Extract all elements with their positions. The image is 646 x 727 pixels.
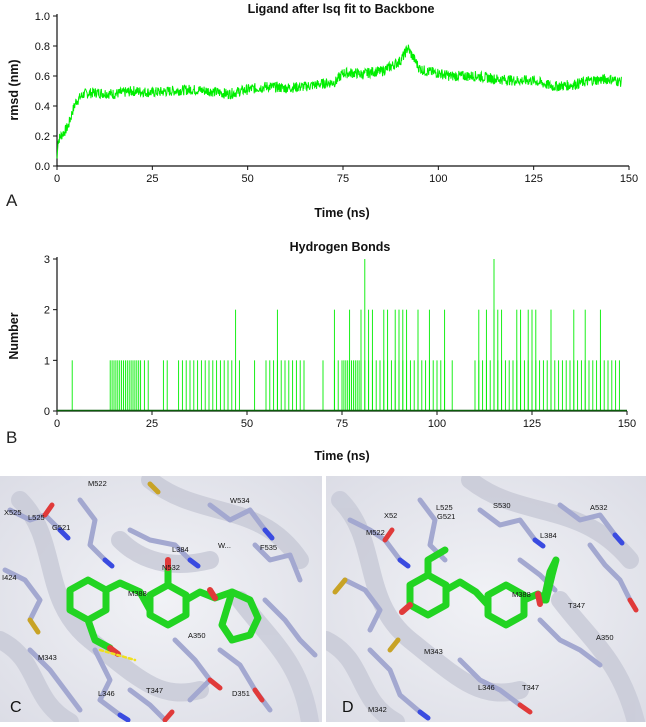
residue-label: G521 [437, 512, 455, 521]
rmsd-y-tick-label: 0.2 [35, 131, 50, 143]
residue-label: L525 [28, 513, 45, 522]
rmsd-x-tick-label: 25 [146, 173, 158, 185]
residue-label: M388 [128, 589, 147, 598]
rmsd-chart-title: Ligand after lsq fit to Backbone [248, 2, 435, 16]
residue-label: A532 [590, 503, 608, 512]
residue-label: D351 [232, 689, 250, 698]
rmsd-x-tick-label: 50 [242, 173, 254, 185]
hbond-x-label: Time (ns) [314, 449, 369, 463]
hbond-x-tick-label: 50 [241, 418, 253, 430]
rmsd-x-tick-label: 0 [54, 173, 60, 185]
residue-label: L384 [540, 531, 557, 540]
residue-label: L346 [98, 689, 115, 698]
rmsd-chart: Ligand after lsq fit to Backbone rmsd (n… [6, 2, 638, 220]
residue-label: M522 [88, 479, 107, 488]
residue-label: G521 [52, 523, 70, 532]
residue-label: S530 [493, 501, 511, 510]
residue-label: A350 [188, 631, 206, 640]
hbond-x-tick-label: 100 [428, 418, 446, 430]
residue-label: T347 [146, 686, 163, 695]
residue-label: W534 [230, 496, 250, 505]
rmsd-y-tick-label: 1.0 [35, 11, 50, 23]
panel-label-b: B [6, 428, 17, 447]
ribbon-c [0, 476, 319, 722]
rmsd-y-tick-label: 0.0 [35, 161, 50, 173]
rmsd-x-tick-label: 100 [429, 173, 447, 185]
residue-label: M343 [424, 647, 443, 656]
panel-label-d: D [342, 699, 354, 716]
rmsd-x-tick-label: 75 [337, 173, 349, 185]
hbond-x-tick-label: 0 [54, 418, 60, 430]
rmsd-series-line [56, 44, 622, 159]
hbond-x-tick-label: 125 [523, 418, 541, 430]
ligand-c [66, 564, 262, 652]
rmsd-x-tick-label: 125 [524, 173, 542, 185]
rmsd-y-tick-label: 0.6 [35, 71, 50, 83]
hbond-y-tick-label: 2 [44, 305, 50, 317]
residue-labels-c: M522 X525 L525 G521 W534 N532 L384 M388 W... F535… [2, 479, 277, 698]
residue-sticks-c [2, 481, 318, 722]
hbond-x-tick-label: 25 [146, 418, 158, 430]
panel-label-c: C [10, 699, 22, 716]
rmsd-y-label: rmsd (nm) [7, 59, 21, 120]
residue-label: I424 [2, 573, 17, 582]
hbond-chart: Hydrogen Bonds Number Time (ns) B 0 25 50 7… [6, 240, 636, 463]
hbond-x-tick-label: 75 [336, 418, 348, 430]
residue-label: X52 [384, 511, 397, 520]
rmsd-y-tick-label: 0.8 [35, 41, 50, 53]
rmsd-x-tick-label: 150 [620, 173, 638, 185]
residue-label: M342 [368, 705, 387, 714]
hbond-y-tick-label: 1 [44, 355, 50, 367]
hbond-chart-title: Hydrogen Bonds [290, 240, 391, 254]
residue-label: L384 [172, 545, 189, 554]
hbond-y-tick-label: 3 [44, 254, 50, 266]
hbond-y-label: Number [7, 312, 21, 359]
residue-label: X525 [4, 508, 22, 517]
panel-label-a: A [6, 191, 18, 210]
residue-label: W... [218, 541, 231, 550]
rmsd-y-tick-label: 0.4 [35, 101, 50, 113]
residue-label: T347 [568, 601, 585, 610]
residue-label: A350 [596, 633, 614, 642]
ribbon-d [326, 476, 645, 722]
residue-label: N532 [162, 563, 180, 572]
hbond-x-tick-label: 150 [618, 418, 636, 430]
rmsd-x-label: Time (ns) [314, 206, 369, 220]
residue-label: M522 [366, 528, 385, 537]
residue-label: T347 [522, 683, 539, 692]
residue-label: L525 [436, 503, 453, 512]
residue-label: M388 [512, 590, 531, 599]
hbond-y-tick-label: 0 [44, 406, 50, 418]
residue-label: F535 [260, 543, 277, 552]
residue-label: M343 [38, 653, 57, 662]
residue-label: L346 [478, 683, 495, 692]
structure-image-c: M522 X525 L525 G521 W534 N532 L384 M388 W... F535… [0, 476, 322, 722]
residue-sticks-d [332, 497, 639, 721]
